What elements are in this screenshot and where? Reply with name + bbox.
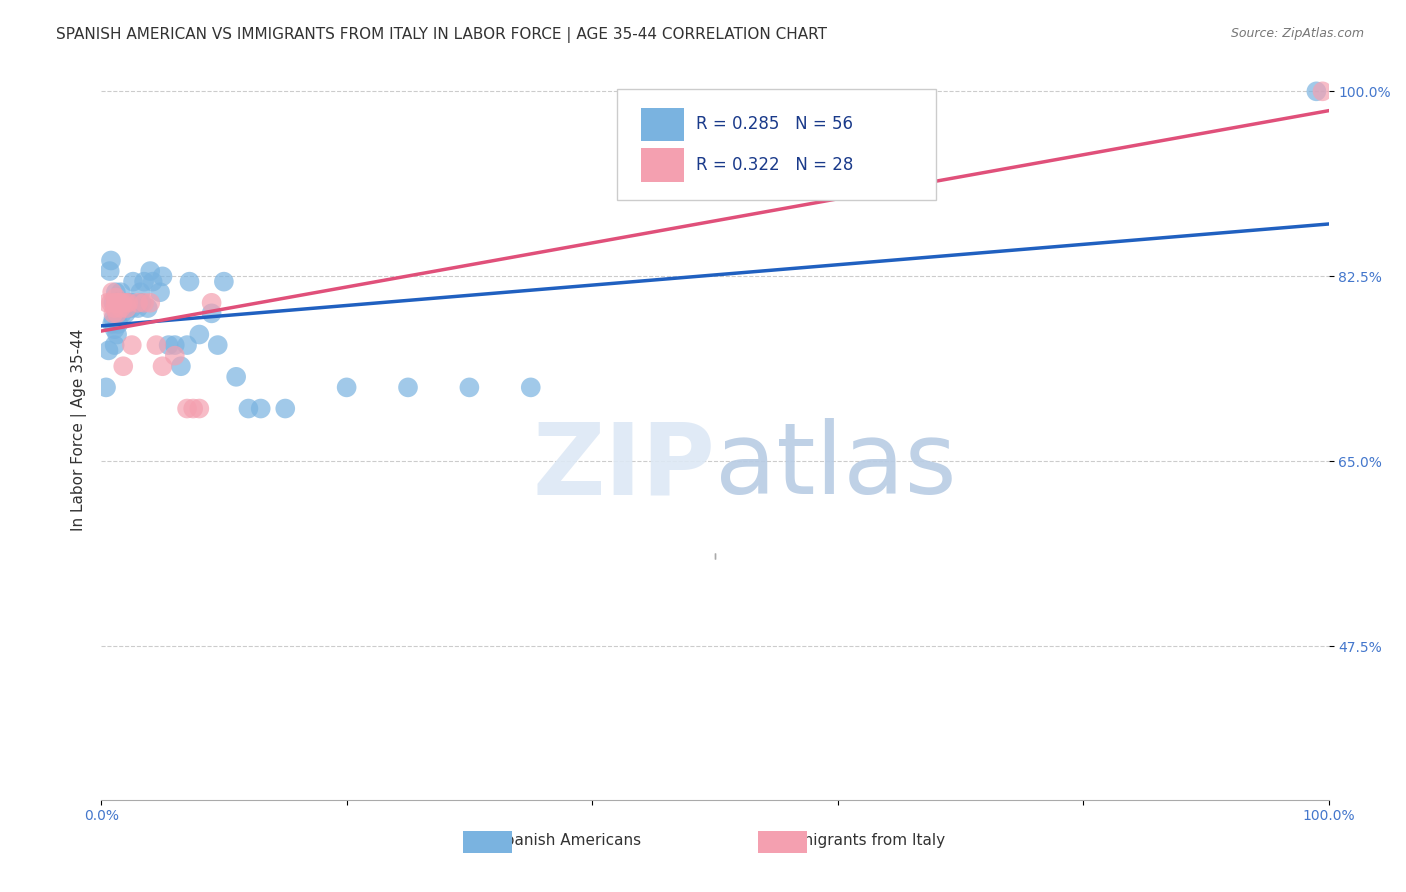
Point [108, 301, 131, 315]
Point [112, 359, 135, 374]
Point [97, 343, 120, 358]
Point [207, 338, 229, 352]
Point [179, 275, 201, 289]
Point [188, 327, 211, 342]
Text: Spanish Americans: Spanish Americans [495, 833, 641, 848]
Point [274, 401, 297, 416]
Text: Source: ZipAtlas.com: Source: ZipAtlas.com [1230, 27, 1364, 40]
Point [105, 295, 128, 310]
Point [104, 285, 127, 300]
Point [100, 295, 122, 310]
Point [105, 306, 128, 320]
Point [117, 295, 139, 310]
Point [111, 306, 134, 320]
Point [249, 401, 271, 416]
Point [396, 380, 419, 394]
Text: R = 0.322   N = 28: R = 0.322 N = 28 [696, 156, 853, 174]
Point [336, 380, 359, 394]
Point [142, 275, 165, 289]
Point [98, 264, 121, 278]
Point [115, 301, 138, 315]
Point [103, 295, 125, 310]
Point [104, 295, 127, 310]
Point [176, 401, 198, 416]
Point [212, 275, 235, 289]
Point [152, 269, 174, 284]
Point [181, 401, 204, 416]
FancyBboxPatch shape [641, 108, 685, 141]
FancyBboxPatch shape [641, 148, 685, 182]
Point [114, 301, 136, 315]
Text: ZIP: ZIP [531, 418, 714, 516]
Point [163, 338, 186, 352]
Point [100, 253, 122, 268]
Text: Immigrants from Italy: Immigrants from Italy [779, 833, 945, 848]
Point [117, 295, 139, 310]
Text: R = 0.285   N = 56: R = 0.285 N = 56 [696, 115, 853, 133]
Point [201, 306, 224, 320]
Point [129, 285, 152, 300]
Point [201, 295, 224, 310]
Point [104, 322, 127, 336]
FancyBboxPatch shape [463, 830, 512, 853]
Point [127, 301, 149, 315]
Y-axis label: In Labor Force | Age 35-44: In Labor Force | Age 35-44 [72, 328, 87, 531]
Point [132, 275, 155, 289]
Point [108, 295, 131, 310]
Point [114, 295, 136, 310]
Point [121, 295, 143, 310]
Text: SPANISH AMERICAN VS IMMIGRANTS FROM ITALY IN LABOR FORCE | AGE 35-44 CORRELATION: SPANISH AMERICAN VS IMMIGRANTS FROM ITAL… [56, 27, 827, 43]
Point [112, 301, 135, 315]
Text: atlas: atlas [714, 418, 956, 516]
Point [104, 291, 127, 305]
Point [114, 306, 136, 320]
FancyBboxPatch shape [617, 89, 936, 200]
Point [131, 295, 153, 310]
Point [110, 295, 132, 310]
Point [105, 327, 128, 342]
Point [458, 380, 481, 394]
Point [170, 359, 193, 374]
Point [121, 301, 143, 315]
Point [101, 285, 124, 300]
Point [107, 317, 129, 331]
Point [127, 295, 149, 310]
Point [105, 306, 128, 320]
Point [114, 295, 136, 310]
Point [519, 380, 541, 394]
Point [115, 301, 138, 315]
Point [149, 285, 172, 300]
Point [104, 295, 127, 310]
Point [163, 349, 186, 363]
Point [94, 380, 117, 394]
Point [103, 311, 125, 326]
Point [103, 306, 125, 320]
Point [157, 338, 180, 352]
Point [110, 285, 132, 300]
Point [104, 301, 127, 315]
Point [122, 275, 145, 289]
Point [188, 401, 211, 416]
Point [121, 338, 143, 352]
FancyBboxPatch shape [758, 830, 807, 853]
Point [139, 264, 162, 278]
Point [111, 295, 134, 310]
Point [152, 359, 174, 374]
Point [104, 338, 127, 352]
Point [145, 338, 167, 352]
Point [96, 295, 118, 310]
Point [110, 301, 132, 315]
Point [132, 295, 155, 310]
Point [1305, 84, 1327, 98]
Point [176, 338, 198, 352]
Point [101, 317, 124, 331]
Point [136, 301, 159, 315]
Point [139, 295, 162, 310]
Point [1312, 84, 1334, 98]
Point [225, 369, 247, 384]
Point [104, 301, 127, 315]
Point [111, 295, 134, 310]
Point [238, 401, 260, 416]
